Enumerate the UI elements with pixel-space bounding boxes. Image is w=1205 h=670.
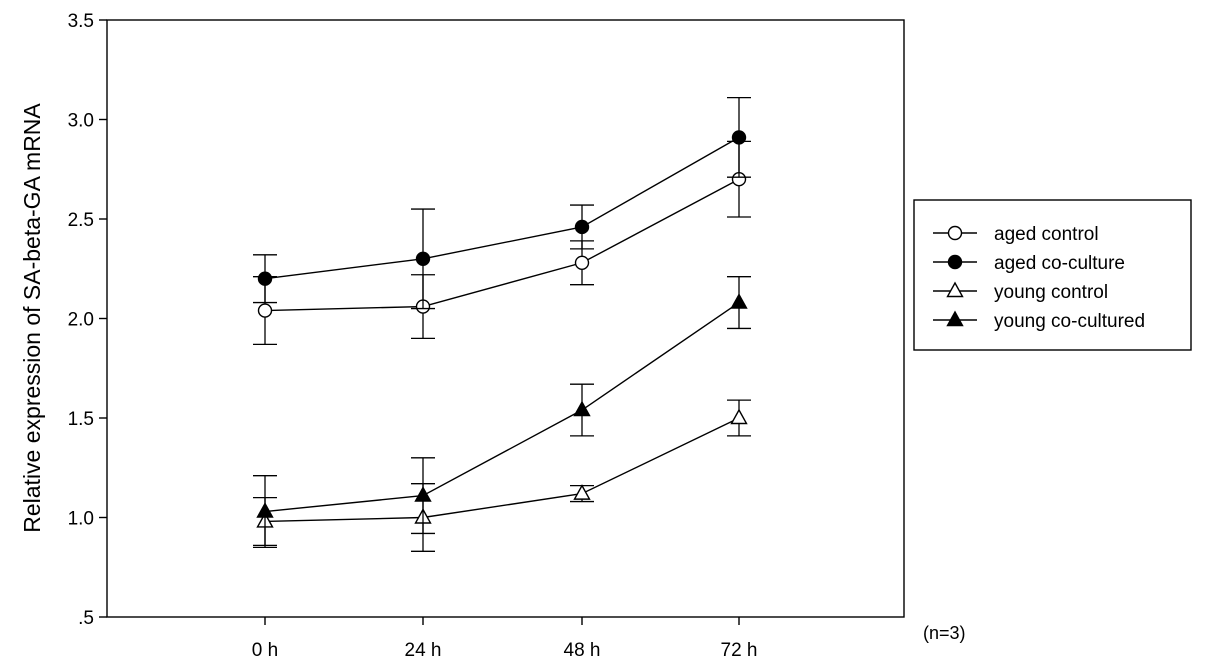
y-tick-label: 2.0 xyxy=(68,310,94,331)
series-line xyxy=(264,178,740,312)
legend-label: young co-cultured xyxy=(994,311,1145,332)
legend-marker xyxy=(947,225,963,241)
data-point xyxy=(414,486,432,502)
x-tick-label: 24 h xyxy=(405,640,442,661)
data-point xyxy=(415,251,431,266)
series-young-control xyxy=(253,399,751,552)
y-tick-label: 3.5 xyxy=(68,11,94,32)
data-point xyxy=(574,255,590,270)
plot-frame xyxy=(106,19,905,618)
y-tick-label: 1.0 xyxy=(68,509,94,530)
sample-size-note: (n=3) xyxy=(923,623,966,643)
data-point xyxy=(731,130,747,145)
legend: aged control aged co-culture young control… xyxy=(913,199,1192,351)
y-axis: .5 1.0 1.5 2.0 2.5 3.0 3.5 xyxy=(68,11,107,629)
series-line xyxy=(264,417,740,523)
legend-item: aged co-culture xyxy=(933,253,1125,274)
data-point xyxy=(573,400,591,417)
y-axis-title: Relative expression of SA-beta-GA mRNA xyxy=(19,103,45,533)
legend-item: aged control xyxy=(933,224,1099,245)
data-point xyxy=(730,408,748,425)
data-point xyxy=(257,303,273,318)
legend-marker xyxy=(947,254,963,270)
x-tick-label: 48 h xyxy=(564,640,601,661)
series-young-co-cultured xyxy=(253,276,751,548)
series-line xyxy=(264,136,740,280)
legend-label: young control xyxy=(994,282,1108,303)
data-point xyxy=(573,484,591,500)
data-point xyxy=(730,293,748,309)
legend-label: aged control xyxy=(994,224,1099,245)
series-layer xyxy=(253,96,751,552)
legend-marker xyxy=(946,281,964,298)
legend-marker xyxy=(946,310,964,327)
data-point xyxy=(256,502,274,518)
legend-item: young control xyxy=(933,281,1108,303)
x-axis: 0 h 24 h 48 h 72 h xyxy=(252,617,758,661)
y-tick-label: .5 xyxy=(78,608,94,629)
y-tick-label: 2.5 xyxy=(68,210,94,231)
x-tick-label: 0 h xyxy=(252,640,278,661)
legend-label: aged co-culture xyxy=(994,253,1125,274)
data-point xyxy=(574,219,590,235)
y-tick-label: 1.5 xyxy=(68,409,94,430)
series-line xyxy=(264,302,740,513)
y-tick-label: 3.0 xyxy=(68,111,94,132)
series-aged-co-culture xyxy=(253,96,751,310)
data-point xyxy=(257,271,273,286)
x-tick-label: 72 h xyxy=(721,640,758,661)
legend-item: young co-cultured xyxy=(933,310,1145,332)
